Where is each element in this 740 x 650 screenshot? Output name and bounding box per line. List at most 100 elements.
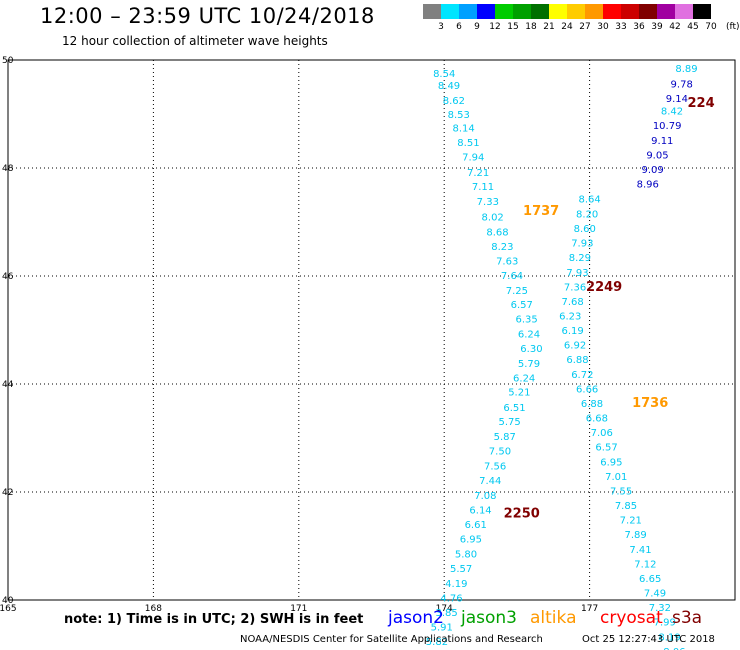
wave-height-value: 8.68: [486, 227, 508, 238]
wave-height-value: 7.32: [649, 603, 671, 614]
colorbar-label: 9: [474, 22, 480, 32]
wave-height-value: 5.91: [431, 623, 453, 634]
wave-height-value: 6.57: [595, 443, 617, 454]
wave-height-value: 5.21: [508, 388, 530, 399]
pass-time-label: 2250: [504, 507, 540, 522]
wave-height-value: 7.89: [625, 530, 647, 541]
wave-height-value: 7.21: [620, 516, 642, 527]
wave-height-value: 7.50: [489, 447, 511, 458]
satellite-jason2: jason2: [388, 608, 444, 628]
credit-line: NOAA/NESDIS Center for Satellite Applica…: [240, 634, 543, 645]
wave-height-value: 7.44: [479, 476, 501, 487]
wave-height-value: 6.95: [600, 457, 622, 468]
satellite-altika: altika: [530, 608, 577, 628]
wave-height-value: 8.60: [574, 224, 596, 235]
colorbar-label: 3: [438, 22, 444, 32]
wave-height-value: 8.02: [482, 213, 504, 224]
wave-height-value: 7.68: [562, 297, 584, 308]
wave-height-value: 3.85: [435, 608, 457, 619]
wave-height-value: 8.06: [663, 647, 685, 650]
wave-height-value: 5.87: [494, 432, 516, 443]
y-tick-label: 46: [2, 272, 14, 282]
pass-time-label: 1737: [523, 204, 559, 219]
wave-height-value: 7.55: [610, 486, 632, 497]
colorbar-swatch: [657, 4, 675, 19]
wave-height-value: 7.93: [566, 268, 588, 279]
wave-height-value: 8.54: [433, 69, 455, 80]
wave-height-value: 7.21: [467, 168, 489, 179]
wave-height-value: 6.72: [571, 370, 593, 381]
wave-height-value: 6.51: [503, 403, 525, 414]
satellite-cryosat: cryosat: [600, 608, 663, 628]
wave-height-value: 7.63: [496, 256, 518, 267]
pass-time-label: 224: [688, 96, 715, 111]
wave-height-value: 6.14: [469, 505, 491, 516]
wave-height-value: 7.06: [591, 428, 613, 439]
wave-height-value: 7.25: [506, 286, 528, 297]
wave-height-value: 9.14: [666, 94, 688, 105]
wave-height-value: 5.82: [426, 637, 448, 648]
satellite-s3a: s3a: [672, 608, 703, 628]
wave-height-value: 6.65: [639, 574, 661, 585]
wave-height-value: 8.53: [448, 110, 470, 121]
wave-height-value: 8.23: [491, 242, 513, 253]
generated-timestamp: Oct 25 12:27:43 UTC 2018: [582, 634, 715, 645]
wave-height-value: 7.85: [615, 501, 637, 512]
colorbar-swatch: [603, 4, 621, 19]
y-tick-label: 50: [2, 56, 14, 66]
colorbar-swatch: [513, 4, 531, 19]
wave-height-value: 6.24: [518, 329, 540, 340]
colorbar-unit: (ft): [726, 22, 740, 32]
wave-height-value: 7.36: [564, 282, 586, 293]
wave-height-value: 8.62: [443, 96, 465, 107]
colorbar-label: 24: [561, 22, 573, 32]
colorbar-swatch: [531, 4, 549, 19]
wave-height-value: 9.78: [671, 79, 693, 90]
colorbar-label: 30: [597, 22, 609, 32]
wave-height-value: 7.41: [629, 545, 651, 556]
plot-frame: [7, 59, 736, 601]
wave-height-value: 6.35: [515, 315, 537, 326]
wave-height-value: 6.95: [460, 535, 482, 546]
colorbar-label: 18: [525, 22, 537, 32]
y-tick-label: 48: [2, 164, 14, 174]
y-tick-label: 42: [2, 488, 13, 498]
colorbar-label: 45: [687, 22, 699, 32]
colorbar-swatch: [441, 4, 459, 19]
wave-height-value: 8.20: [576, 209, 598, 220]
wave-height-value: 8.29: [569, 253, 591, 264]
colorbar-label: 42: [669, 22, 681, 32]
colorbar-swatch: [423, 4, 441, 19]
wave-height-value: 5.75: [498, 417, 520, 428]
colorbar-label: 70: [705, 22, 717, 32]
wave-height-value: 7.49: [644, 589, 666, 600]
wave-height-value: 9.05: [646, 151, 668, 162]
wave-height-value: 9.11: [651, 136, 673, 147]
wave-height-value: 6.61: [465, 520, 487, 531]
footnote: note: 1) Time is in UTC; 2) SWH is in fe…: [64, 612, 364, 627]
wave-height-value: 8.19: [658, 632, 680, 643]
colorbar-swatch: [549, 4, 567, 19]
wave-height-value: 7.99: [654, 618, 676, 629]
y-tick-label: 40: [2, 596, 14, 606]
wave-height-value: 6.30: [520, 344, 542, 355]
colorbar-label: 6: [456, 22, 462, 32]
colorbar-label: 33: [615, 22, 627, 32]
satellite-jason3: jason3: [461, 608, 517, 628]
wave-height-value: 5.57: [450, 564, 472, 575]
wave-height-value: 6.19: [562, 326, 584, 337]
colorbar-swatch: [621, 4, 639, 19]
pass-time-label: 2249: [586, 280, 622, 295]
colorbar-swatch: [585, 4, 603, 19]
x-tick-label: 168: [145, 604, 162, 614]
colorbar-swatch: [675, 4, 693, 19]
colorbar-swatch: [693, 4, 711, 19]
wave-height-value: 6.57: [511, 300, 533, 311]
wave-height-value: 8.89: [675, 64, 697, 75]
x-tick-label: 174: [436, 604, 453, 614]
wave-height-value: 8.49: [438, 81, 460, 92]
wave-height-value: 6.66: [576, 384, 598, 395]
wave-height-value: 7.12: [634, 559, 656, 570]
wave-height-value: 6.88: [566, 355, 588, 366]
wave-height-value: 7.56: [484, 462, 506, 473]
